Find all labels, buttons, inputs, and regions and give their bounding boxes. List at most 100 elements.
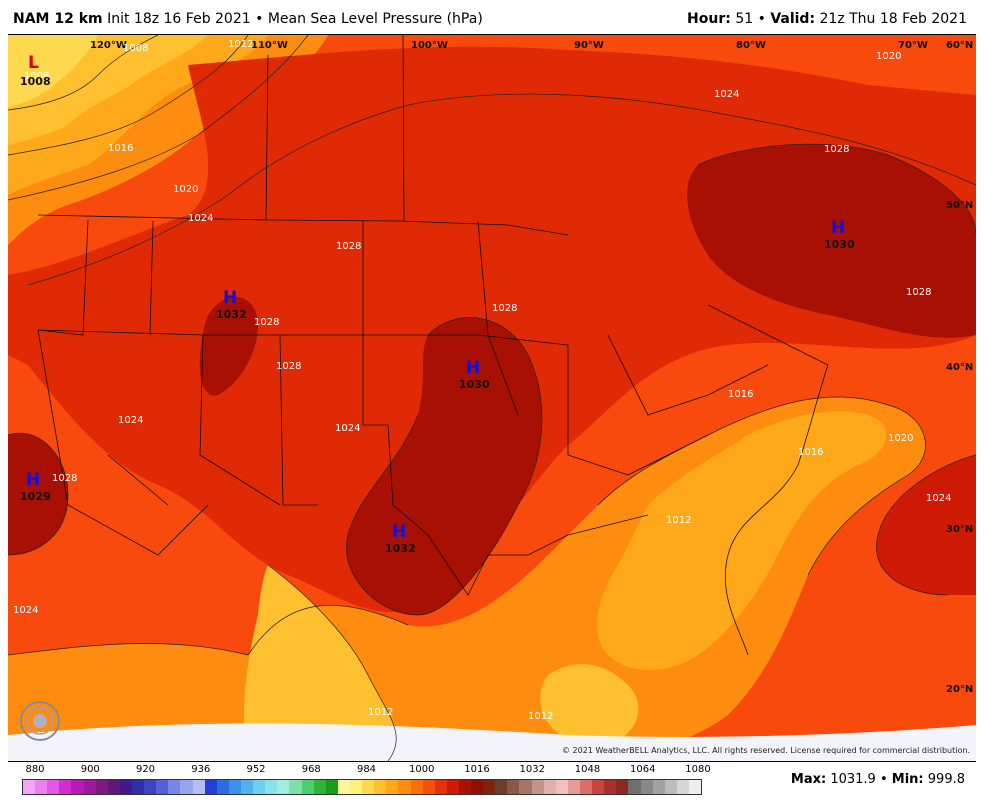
weatherbell-logo	[18, 698, 108, 744]
valid-value: 21z Thu 18 Feb 2021	[819, 11, 968, 27]
legend-swatch	[689, 780, 702, 794]
legend-label: 1016	[464, 764, 490, 775]
high-center-symbol: H	[831, 218, 845, 238]
out-of-domain-area	[8, 723, 976, 761]
contour-label: 1028	[336, 241, 361, 252]
lat-label-30n: 30°N	[946, 524, 973, 535]
band-1012-mexico	[243, 565, 397, 761]
valid-info: Hour: 51 • Valid: 21z Thu 18 Feb 2021	[687, 11, 967, 27]
contour-label: 1020	[173, 184, 198, 195]
high-area-west	[199, 296, 258, 396]
legend-swatch	[325, 780, 338, 794]
contour-label: 1024	[335, 423, 360, 434]
lat-label-20n: 20°N	[946, 684, 973, 695]
high-center-value: 1032	[385, 542, 416, 555]
high-center-symbol: H	[392, 522, 406, 542]
map-canvas: 120°W 110°W 100°W 90°W 80°W 70°W 60°N 50…	[8, 35, 976, 761]
high-area-east	[687, 144, 976, 338]
low-center-symbol: L	[28, 53, 39, 73]
hour-label: Hour:	[687, 11, 731, 27]
contour-label: 1028	[824, 144, 849, 155]
high-area-central	[346, 317, 542, 615]
contour-label: 1024	[13, 605, 38, 616]
lon-label-110w: 110°W	[251, 40, 288, 51]
band-1008	[8, 35, 98, 107]
valid-label: Valid:	[770, 11, 816, 27]
lon-label-120w: 120°W	[90, 40, 127, 51]
legend-swatch	[204, 780, 217, 794]
legend-label: 920	[135, 764, 156, 775]
legend-swatch	[59, 780, 72, 794]
legend-label: 1064	[630, 764, 656, 775]
legend-swatch	[35, 780, 48, 794]
header: NAM 12 km Init 18z 16 Feb 2021 • Mean Se…	[0, 0, 984, 34]
contour-label: 1012	[228, 39, 253, 50]
contour-label: 1028	[276, 361, 301, 372]
legend-label: 952	[246, 764, 266, 775]
contour-label: 1008	[123, 43, 148, 54]
lon-label-90w: 90°W	[574, 40, 604, 51]
legend-swatch	[422, 780, 435, 794]
legend-swatch	[83, 780, 96, 794]
legend-swatch	[519, 780, 532, 794]
contour-label: 1024	[714, 89, 739, 100]
legend-swatch	[131, 780, 145, 794]
separator: •	[255, 11, 264, 27]
legend-swatch	[495, 780, 508, 794]
legend-swatch	[228, 780, 241, 794]
legend-label: 1000	[409, 764, 435, 775]
legend-swatch	[349, 780, 363, 794]
legend-labels: 880 900 920 936 952 968 984 1000 1016 1032 1048 106…	[20, 764, 710, 778]
band-1012-southeast	[597, 411, 887, 670]
legend-swatch	[192, 780, 205, 794]
contour-label: 1028	[52, 473, 77, 484]
legend-swatch	[337, 780, 350, 794]
legend-label: 1032	[519, 764, 545, 775]
legend-swatch	[567, 780, 581, 794]
contour-label: 1028	[254, 317, 279, 328]
legend-swatch	[289, 780, 302, 794]
low-center-value: 1008	[20, 75, 51, 88]
lat-label-60n: 60°N	[946, 40, 973, 51]
legend-swatch	[580, 780, 593, 794]
legend-swatch	[398, 780, 411, 794]
high-area-atlantic	[876, 455, 976, 595]
legend-swatch	[277, 780, 290, 794]
legend-swatch	[119, 780, 132, 794]
high-area-pacific	[8, 433, 68, 555]
legend-swatch	[71, 780, 84, 794]
contour-label: 1016	[728, 389, 753, 400]
legend-label: 1048	[574, 764, 601, 775]
legend-swatch	[216, 780, 229, 794]
pressure-map: 120°W 110°W 100°W 90°W 80°W 70°W 60°N 50…	[8, 34, 976, 762]
high-center-symbol: H	[223, 288, 237, 308]
high-center-value: 1030	[459, 378, 490, 391]
legend-swatch	[240, 780, 254, 794]
isobars	[8, 35, 976, 761]
min-label: Min:	[891, 772, 924, 787]
legend-label: 1080	[685, 764, 711, 775]
legend-swatch	[446, 780, 459, 794]
legend-swatch	[265, 780, 278, 794]
contour-label: 1020	[876, 51, 901, 62]
contour-label: 1028	[906, 287, 931, 298]
contour-label: 1012	[368, 707, 393, 718]
legend-swatch	[664, 780, 677, 794]
model-name: NAM 12 km	[13, 11, 103, 27]
contour-label: 1012	[666, 515, 691, 526]
high-center-symbol: H	[466, 358, 480, 378]
lat-label-50n: 50°N	[946, 200, 973, 211]
legend-swatch	[471, 780, 484, 794]
init-time: Init 18z 16 Feb 2021	[107, 11, 251, 27]
legend-swatch	[483, 780, 496, 794]
max-value: 1031.9	[830, 772, 876, 787]
map-title: NAM 12 km Init 18z 16 Feb 2021 • Mean Se…	[13, 11, 483, 27]
legend-swatch	[253, 780, 266, 794]
contour-label: 1020	[888, 433, 913, 444]
color-legend: 880 900 920 936 952 968 984 1000 1016 1032 1048 106…	[20, 764, 711, 804]
lon-label-100w: 100°W	[411, 40, 448, 51]
legend-swatch	[434, 780, 447, 794]
contour-label: 1008	[24, 71, 49, 82]
legend-swatch	[458, 780, 472, 794]
legend-swatch	[410, 780, 423, 794]
